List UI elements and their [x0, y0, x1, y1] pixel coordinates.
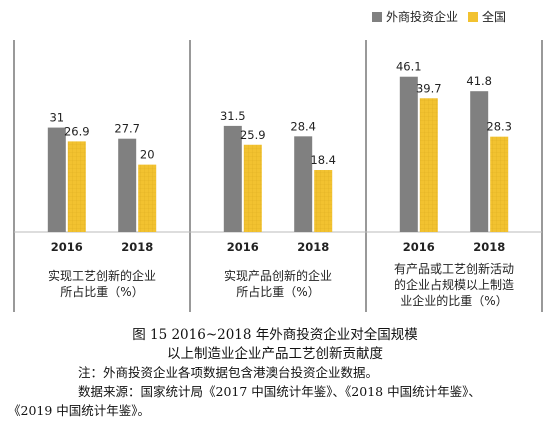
data-label-g1-2018-s0: 28.4 — [290, 119, 316, 133]
data-label-g2-2016-s1: 39.7 — [416, 81, 442, 95]
legend-label-national: 全国 — [482, 10, 507, 24]
data-label-g0-2018-s1: 20 — [140, 148, 155, 162]
bar-g2-2016-s1 — [419, 98, 438, 232]
bar-chart: 3126.9201627.7202018实现工艺创新的企业所占比重（%）31.5… — [13, 40, 543, 312]
bar-g2-2016-s0 — [399, 76, 418, 232]
group-label-g2-line0: 有产品或工艺创新活动 — [394, 261, 514, 276]
group-label-g2-line1: 的企业占规模以上制造 — [394, 277, 514, 292]
data-label-g1-2018-s1: 18.4 — [310, 153, 336, 167]
legend-swatch-foreign — [372, 11, 382, 22]
group-label-g1-line0: 实现产品创新的企业 — [224, 268, 332, 283]
group-label-g0-line0: 实现工艺创新的企业 — [48, 268, 156, 283]
group-label-g0-line1: 所占比重（%） — [60, 284, 143, 299]
bar-g1-2018-s1 — [314, 170, 333, 232]
data-label-g1-2016-s0: 31.5 — [220, 109, 246, 123]
legend-item-national: 全国 — [468, 8, 506, 25]
data-label-g0-2016-s1: 26.9 — [64, 124, 90, 138]
x-tick-label-g1-0: 2016 — [227, 240, 259, 254]
bar-g0-2016-s1 — [67, 141, 86, 232]
legend-swatch-national — [468, 11, 479, 22]
bar-g1-2018-s0 — [294, 136, 313, 232]
group-label-g1-line1: 所占比重（%） — [236, 284, 319, 299]
bar-g0-2018-s1 — [138, 164, 157, 232]
bar-g2-2018-s1 — [490, 136, 509, 232]
group-label-g2-line2: 业企业的比重（%） — [400, 293, 507, 308]
bar-g2-2018-s0 — [470, 91, 489, 232]
bar-g0-2018-s0 — [118, 138, 137, 232]
figure-note: 注：外商投资企业各项数据包含港澳台投资企业数据。 — [78, 365, 379, 380]
figure-source-line1: 数据来源：国家统计局《2017 中国统计年鉴》、《2018 中国统计年鉴》、 — [78, 384, 481, 399]
x-tick-label-g1-1: 2018 — [297, 240, 329, 254]
data-label-g2-2018-s1: 28.3 — [486, 120, 512, 134]
bar-g1-2016-s1 — [243, 144, 262, 232]
chart-legend: 外商投资企业 全国 — [372, 8, 516, 25]
x-tick-label-g0-0: 2016 — [51, 240, 83, 254]
data-label-g2-2016-s0: 46.1 — [396, 60, 422, 74]
legend-item-foreign: 外商投资企业 — [372, 8, 458, 25]
bar-g0-2016-s0 — [47, 127, 66, 232]
figure-caption-line1: 图 15 2016~2018 年外商投资企业对全国规模 — [132, 327, 418, 343]
figure-source-line2: 《2019 中国统计年鉴》。 — [8, 403, 151, 418]
data-label-g0-2016-s0: 31 — [49, 111, 64, 125]
data-label-g0-2018-s0: 27.7 — [114, 122, 140, 136]
legend-label-foreign: 外商投资企业 — [386, 10, 459, 24]
data-label-g1-2016-s1: 25.9 — [240, 128, 266, 142]
bar-g1-2016-s0 — [223, 125, 242, 232]
figure-caption-line2: 以上制造业企业产品工艺创新贡献度 — [167, 346, 383, 362]
x-tick-label-g0-1: 2018 — [121, 240, 153, 254]
data-label-g2-2018-s0: 41.8 — [466, 74, 492, 88]
x-tick-label-g2-0: 2016 — [403, 240, 435, 254]
x-tick-label-g2-1: 2018 — [473, 240, 505, 254]
